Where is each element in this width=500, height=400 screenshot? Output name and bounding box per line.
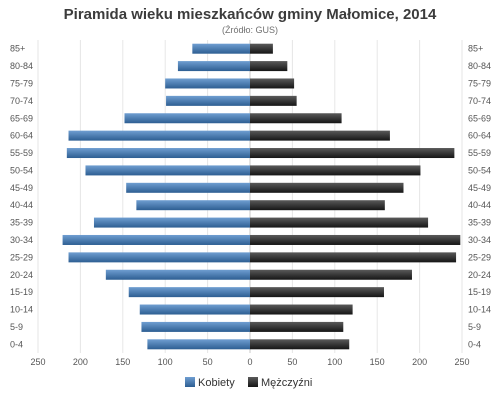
bar-mezczyzni [250, 61, 288, 72]
legend-label-mezczyzni: Mężczyźni [261, 377, 312, 389]
bar-kobiety [141, 321, 250, 332]
category-label-left: 40-44 [10, 200, 33, 210]
bar-kobiety [105, 269, 250, 280]
category-label-right: 45-49 [468, 183, 491, 193]
bar-kobiety [66, 148, 250, 159]
category-label-right: 70-74 [468, 96, 491, 106]
category-label-left: 60-64 [10, 131, 33, 141]
bar-kobiety [124, 113, 250, 124]
bar-kobiety [177, 61, 250, 72]
bar-mezczyzni [250, 269, 412, 280]
x-tick-label: 200 [412, 357, 427, 367]
legend-label-kobiety: Kobiety [198, 377, 235, 389]
x-tick-label: 150 [115, 357, 130, 367]
x-axis-ticks: 250 200 150 100 50 0 50 100 150 200 250 [30, 357, 469, 367]
chart-subtitle: (Źródło: GUS) [222, 25, 278, 35]
bar-kobiety [85, 165, 250, 176]
bar-mezczyzni [250, 43, 273, 54]
legend-item-mezczyzni[interactable]: Mężczyźni [248, 377, 312, 389]
category-label-right: 40-44 [468, 200, 491, 210]
x-tick-label: 250 [30, 357, 45, 367]
bar-mezczyzni [250, 321, 344, 332]
bar-kobiety [165, 78, 250, 89]
bar-kobiety [62, 234, 251, 245]
x-tick-label: 100 [327, 357, 342, 367]
bar-kobiety [139, 304, 250, 315]
bar-mezczyzni [250, 339, 350, 350]
category-label-right: 60-64 [468, 131, 491, 141]
bar-mezczyzni [250, 130, 390, 141]
x-tick-label: 50 [203, 357, 213, 367]
category-label-right: 30-34 [468, 235, 491, 245]
category-label-left: 10-14 [10, 305, 33, 315]
bar-kobiety [68, 130, 250, 141]
bar-kobiety [93, 217, 250, 228]
category-label-left: 20-24 [10, 270, 33, 280]
bar-mezczyzni [250, 113, 342, 124]
x-tick-label: 0 [247, 357, 252, 367]
bar-mezczyzni [250, 234, 461, 245]
bar-mezczyzni [250, 252, 457, 263]
legend-item-kobiety[interactable]: Kobiety [185, 377, 235, 389]
bar-kobiety [68, 252, 250, 263]
category-label-left: 75-79 [10, 78, 33, 88]
category-label-right: 75-79 [468, 78, 491, 88]
chart-title: Piramida wieku mieszkańców gminy Małomic… [64, 6, 437, 23]
bar-mezczyzni [250, 217, 429, 228]
bar-mezczyzni [250, 182, 404, 193]
bar-kobiety [126, 182, 250, 193]
category-label-right: 20-24 [468, 270, 491, 280]
bar-mezczyzni [250, 148, 455, 159]
bar-mezczyzni [250, 200, 385, 211]
legend-swatch-mezczyzni [248, 377, 258, 387]
bar-kobiety [128, 287, 250, 298]
x-tick-label: 100 [158, 357, 173, 367]
category-label-right: 35-39 [468, 218, 491, 228]
category-label-right: 80-84 [468, 61, 491, 71]
category-label-right: 10-14 [468, 305, 491, 315]
category-label-left: 80-84 [10, 61, 33, 71]
category-label-left: 70-74 [10, 96, 33, 106]
category-label-right: 50-54 [468, 165, 491, 175]
category-label-right: 0-4 [468, 339, 481, 349]
bar-kobiety [192, 43, 250, 54]
bar-mezczyzni [250, 304, 353, 315]
category-label-left: 50-54 [10, 165, 33, 175]
category-label-right: 85+ [468, 44, 483, 54]
grid-lines [37, 40, 463, 353]
category-label-left: 45-49 [10, 183, 33, 193]
bar-mezczyzni [250, 95, 297, 106]
category-label-left: 30-34 [10, 235, 33, 245]
bars [62, 43, 461, 350]
bar-mezczyzni [250, 165, 421, 176]
category-label-left: 85+ [10, 44, 25, 54]
category-label-left: 25-29 [10, 252, 33, 262]
bar-kobiety [166, 95, 250, 106]
legend-swatch-kobiety [185, 377, 195, 387]
category-label-left: 55-59 [10, 148, 33, 158]
x-tick-label: 150 [370, 357, 385, 367]
bar-mezczyzni [250, 287, 384, 298]
category-label-left: 0-4 [10, 339, 23, 349]
bar-kobiety [147, 339, 250, 350]
legend[interactable]: Kobiety Mężczyźni [185, 377, 312, 389]
category-label-right: 15-19 [468, 287, 491, 297]
category-label-left: 15-19 [10, 287, 33, 297]
category-label-right: 65-69 [468, 113, 491, 123]
category-label-left: 35-39 [10, 218, 33, 228]
x-tick-label: 250 [454, 357, 469, 367]
category-label-right: 25-29 [468, 252, 491, 262]
category-label-right: 5-9 [468, 322, 481, 332]
bar-mezczyzni [250, 78, 295, 89]
category-label-left: 65-69 [10, 113, 33, 123]
category-label-right: 55-59 [468, 148, 491, 158]
category-labels: 85+ 85+ 80-84 80-84 75-79 75-79 70-74 70-74 65-6… [10, 44, 491, 350]
bar-kobiety [136, 200, 250, 211]
x-tick-label: 200 [73, 357, 88, 367]
category-label-left: 5-9 [10, 322, 23, 332]
x-tick-label: 50 [287, 357, 297, 367]
